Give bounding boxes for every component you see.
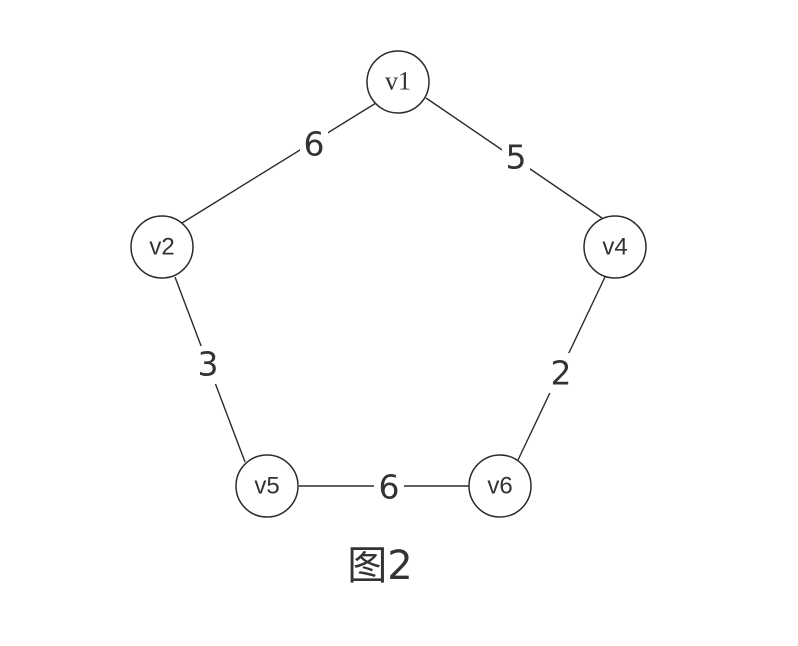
weight-bg-v1-v4: [502, 138, 530, 176]
weight-bg-v4-v6: [546, 353, 576, 393]
node-v4-label: v4: [602, 234, 627, 261]
weight-label-v5-v6: 6: [379, 468, 400, 507]
node-v6-circle: [468, 454, 532, 518]
node-v1: v1: [366, 50, 430, 114]
edge-v1-v2: [181, 102, 377, 224]
weight-bg-v5-v6: [374, 468, 404, 506]
node-v2: v2: [130, 215, 194, 279]
weight-label-v2-v5: 3: [198, 345, 219, 384]
node-v1-circle: [366, 50, 430, 114]
weight-label-v1-v4: 5: [506, 138, 527, 177]
node-v6-label: v6: [487, 473, 512, 500]
node-v5-circle: [235, 454, 299, 518]
weight-label-v1-v2: 6: [304, 125, 325, 164]
node-v4: v4: [583, 215, 647, 279]
node-v2-circle: [130, 215, 194, 279]
node-v6: v6: [468, 454, 532, 518]
node-v5: v5: [235, 454, 299, 518]
weight-bg-v1-v2: [300, 126, 328, 162]
weight-label-v4-v6: 2: [551, 354, 572, 393]
node-v2-label: v2: [149, 234, 174, 261]
node-v1-label: v1: [385, 67, 411, 96]
node-v4-circle: [583, 215, 647, 279]
weight-bg-v2-v5: [194, 346, 222, 384]
figure-caption: 图2: [347, 543, 412, 589]
node-v5-label: v5: [254, 473, 279, 500]
